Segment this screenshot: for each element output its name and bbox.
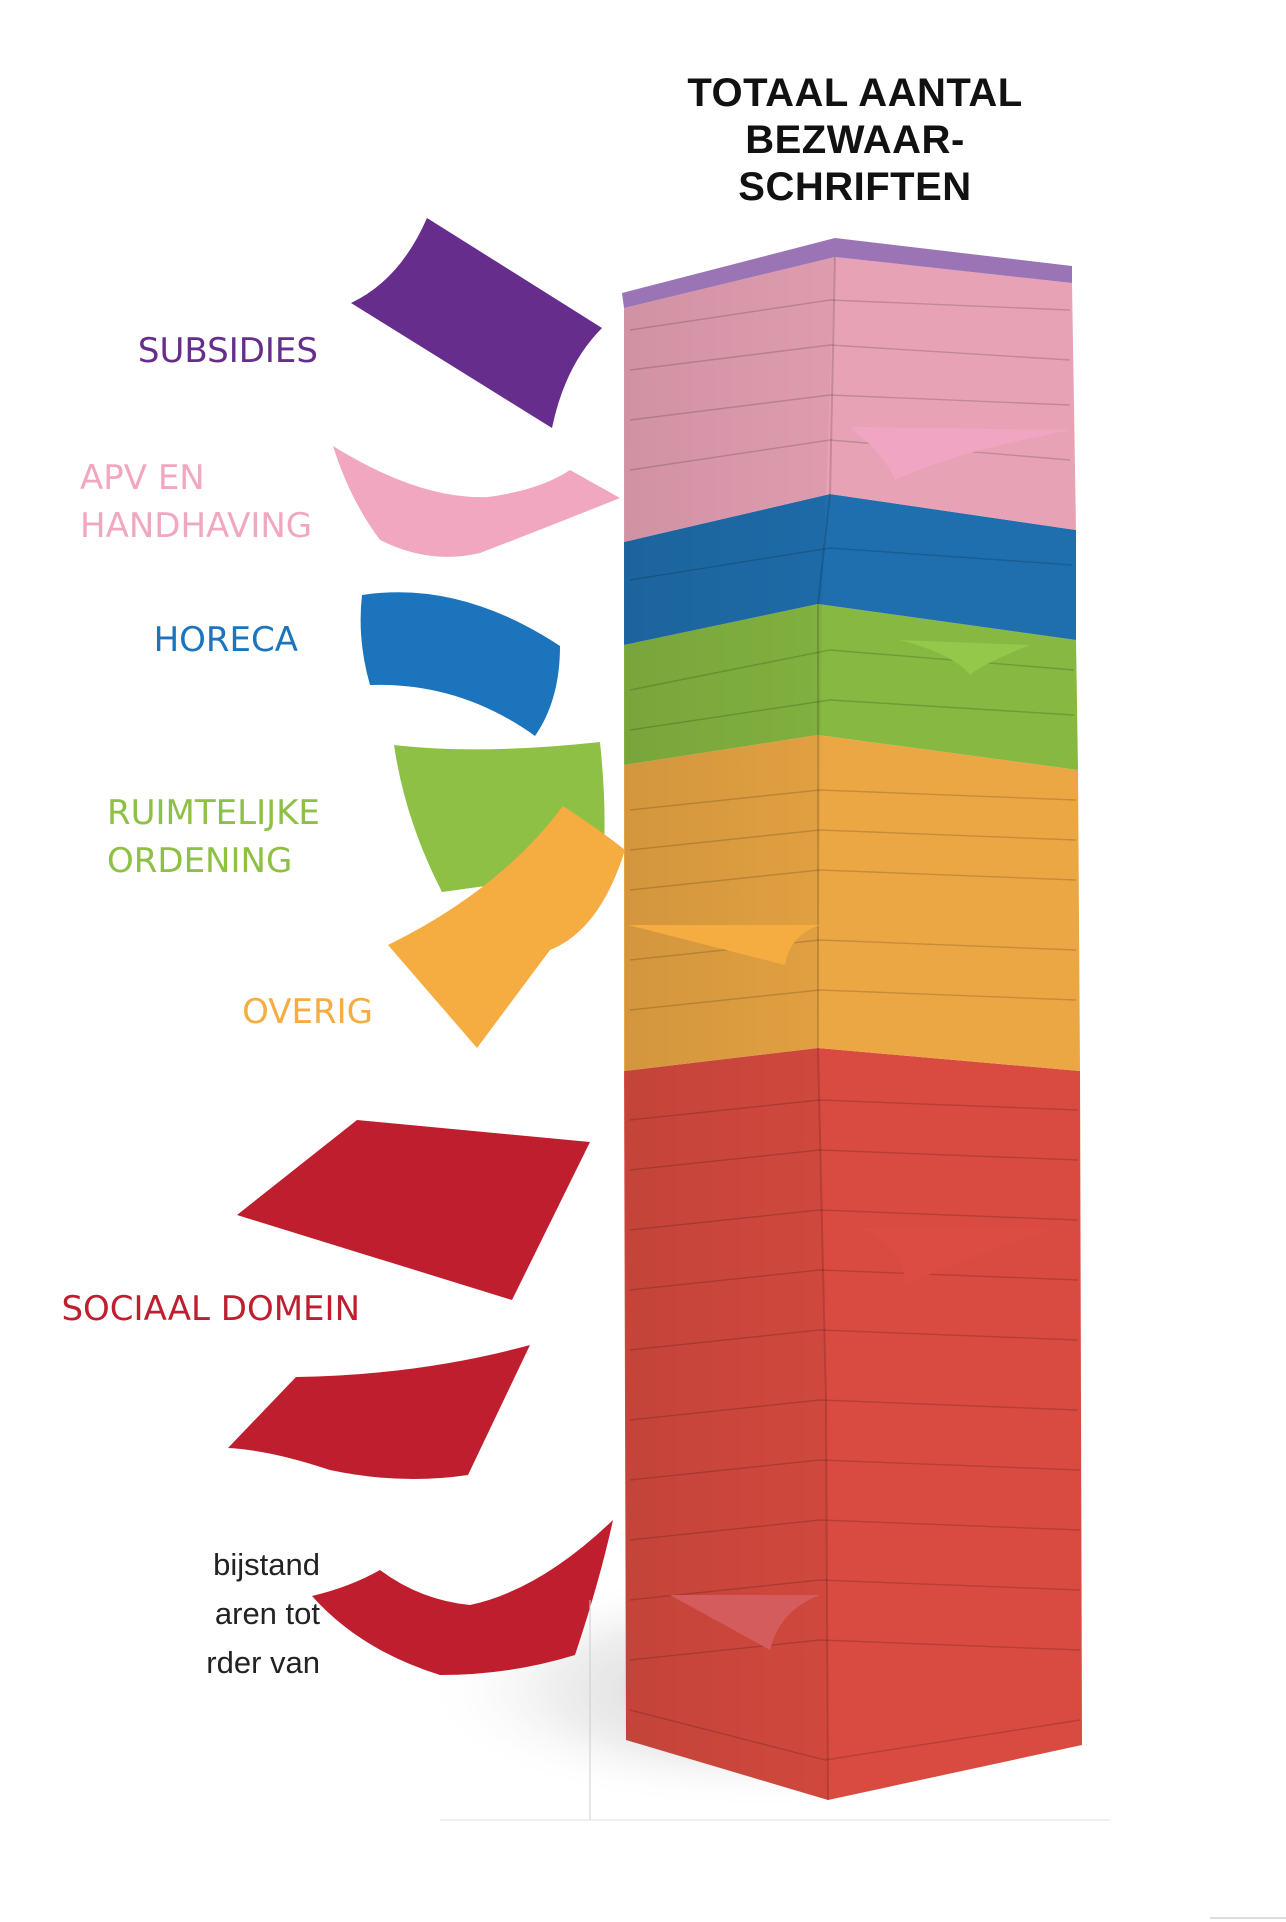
label-overig-line-1: OVERIG (242, 992, 373, 1032)
chart-title: TOTAAL AANTAL BEZWAAR- SCHRIFTEN (620, 70, 1090, 211)
label-ruimtelijke: RUIMTELIJKE ORDENING (107, 789, 320, 885)
label-subsidies: SUBSIDIES (138, 327, 318, 375)
curl-sociaal-upper (860, 1228, 1055, 1285)
curl-ruimtelijke (900, 640, 1030, 675)
paper-sociaal-2 (228, 1345, 530, 1479)
curl-overig (628, 925, 820, 965)
paper-apv (333, 446, 620, 557)
title-line-3: SCHRIFTEN (738, 165, 972, 209)
stack-seam (817, 256, 836, 1801)
label-horeca-line-1: HORECA (153, 620, 298, 660)
label-sociaal: SOCIAAL DOMEIN (61, 1285, 360, 1333)
stack-left-face-shade (624, 257, 835, 1800)
label-apv-line-1: APV EN (80, 458, 205, 498)
title-line-2: BEZWAAR- (745, 118, 965, 162)
paper-horeca (360, 592, 560, 736)
paper-subsidies (351, 218, 602, 428)
cut-text-line-2: aren tot (214, 1596, 320, 1631)
cut-text-line-1: bijstand (213, 1547, 320, 1582)
label-apv-line-2: HANDHAVING (80, 506, 313, 546)
paper-sociaal-3 (312, 1520, 613, 1675)
cut-text-line-3: rder van (206, 1645, 320, 1680)
label-ruimtelijke-line-2: ORDENING (107, 841, 293, 881)
label-overig: OVERIG (242, 988, 373, 1036)
label-ruimtelijke-line-1: RUIMTELIJKE (107, 793, 320, 833)
paper-lines (629, 299, 1081, 1761)
stack-segment-subsidies (622, 238, 1072, 308)
stack (622, 238, 1082, 1801)
title-line-1: TOTAAL AANTAL (687, 71, 1023, 115)
curl-sociaal-lower (670, 1595, 820, 1650)
label-horeca: HORECA (154, 616, 298, 664)
label-apv: APV EN HANDHAVING (80, 454, 312, 550)
label-sociaal-line-1: SOCIAAL DOMEIN (61, 1289, 360, 1329)
cut-text-fragment: bijstand aren tot rder van (80, 1540, 320, 1687)
curl-apv (850, 427, 1072, 480)
label-subsidies-line-1: SUBSIDIES (137, 331, 318, 371)
flying-papers (228, 218, 625, 1675)
paper-overig (388, 806, 625, 1048)
paper-sociaal-1 (237, 1120, 590, 1300)
